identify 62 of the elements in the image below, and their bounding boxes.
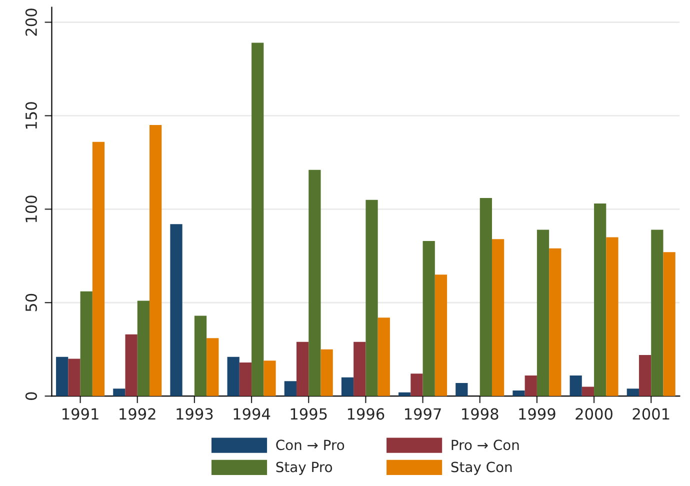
bar: [626, 388, 639, 396]
x-tick-label: 1999: [519, 408, 556, 420]
x-tick-label: 1997: [405, 408, 441, 420]
y-tick-label: 100: [25, 196, 37, 222]
legend-label: Stay Pro: [276, 462, 332, 475]
bar: [68, 358, 80, 396]
bar: [308, 170, 321, 396]
x-tick-label: 1996: [348, 408, 384, 420]
y-tick-label: 0: [25, 392, 37, 400]
bar: [206, 338, 219, 396]
bar: [456, 383, 468, 396]
bar: [113, 388, 126, 396]
bar: [239, 362, 252, 396]
legend-label: Pro → Con: [452, 440, 519, 450]
bar: [536, 230, 550, 396]
y-tick-label: 150: [25, 102, 37, 129]
x-tick-label: 1994: [234, 408, 270, 420]
x-tick-label: 1992: [120, 408, 156, 420]
bar: [638, 354, 652, 396]
bar: [56, 356, 68, 396]
bar: [150, 125, 162, 396]
bar: [549, 248, 562, 396]
bar: [80, 291, 92, 396]
legend-label: Con → Pro: [276, 440, 344, 450]
bar: [434, 274, 448, 396]
bar: [92, 142, 105, 396]
y-tick-label: 50: [25, 294, 37, 312]
bar: [378, 318, 390, 396]
bar: [341, 377, 354, 396]
bar: [354, 342, 366, 396]
bar: [524, 376, 537, 396]
bar: [264, 360, 276, 396]
x-tick-label: 1998: [462, 408, 498, 420]
bar: [320, 349, 333, 396]
bar: [512, 390, 525, 396]
bar: [170, 224, 182, 396]
x-tick-label: 1995: [290, 408, 327, 420]
legend-label: Stay Con: [451, 462, 512, 475]
bar: [366, 200, 378, 396]
bar: [651, 230, 664, 396]
bar: [570, 376, 582, 396]
bar: [582, 386, 594, 396]
bar: [296, 342, 309, 396]
bar: [227, 356, 240, 396]
y-tick-label: 200: [25, 8, 37, 36]
bar: [492, 239, 504, 396]
bar: [663, 252, 676, 396]
bar: [398, 392, 411, 396]
x-tick-label: 1991: [62, 408, 98, 420]
x-tick-label: 2001: [632, 408, 670, 420]
bar: [252, 42, 264, 396]
bar: [422, 240, 435, 396]
x-tick-label: 2000: [576, 408, 612, 420]
bar: [194, 316, 207, 396]
bar: [606, 237, 618, 396]
bar: [594, 204, 606, 396]
x-tick-label: 1993: [176, 408, 213, 420]
bar: [125, 334, 138, 396]
bar: [480, 198, 492, 396]
bar: [284, 381, 296, 396]
bar: [410, 374, 423, 396]
bar: [137, 300, 150, 396]
